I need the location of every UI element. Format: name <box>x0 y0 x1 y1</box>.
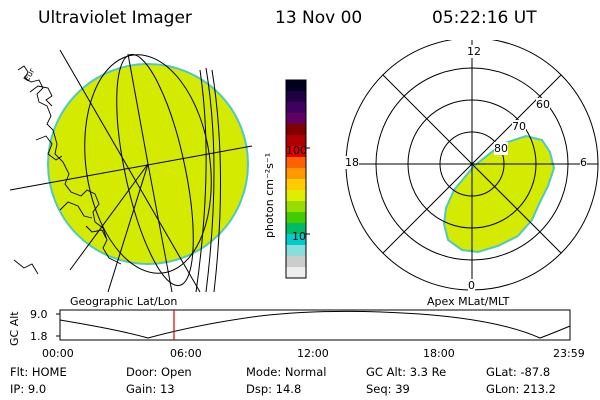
colorbar-step <box>286 223 306 235</box>
caption-apex: Apex MLat/MLT <box>427 295 510 308</box>
colorbar-step <box>286 80 306 92</box>
colorbar-step <box>286 91 306 103</box>
colorbar-step <box>286 267 306 279</box>
info-glat: GLat: -87.8 <box>486 365 551 379</box>
colorbar-gradient <box>286 80 306 279</box>
mlt-label-18: 18 <box>345 156 359 169</box>
coastline <box>13 65 122 275</box>
date-label: 13 Nov 00 <box>275 8 363 28</box>
coast-label: Eur <box>22 66 37 83</box>
altitude-curve <box>59 310 571 339</box>
colorbar-step <box>286 102 306 114</box>
lat-label-80: 80 <box>494 142 508 155</box>
polar-plot <box>345 40 599 291</box>
info-gain: Gain: 13 <box>126 382 175 396</box>
alt-xtick-2359: 23:59 <box>553 347 585 360</box>
alt-ytick-9: 9.0 <box>30 308 48 321</box>
altitude-plot <box>56 309 571 341</box>
colorbar-step <box>286 179 306 191</box>
colorbar-step <box>286 245 306 257</box>
info-seq: Seq: 39 <box>366 382 410 396</box>
caption-geographic: Geographic Lat/Lon <box>70 295 178 308</box>
geographic-grid <box>9 49 253 293</box>
colorbar-step <box>286 168 306 180</box>
alt-ylabel: GC Alt <box>8 311 21 346</box>
time-label: 05:22:16 UT <box>432 8 537 28</box>
mlt-label-0: 0 <box>468 279 475 292</box>
geographic-image: Eur <box>9 49 253 293</box>
colorbar-step <box>286 124 306 136</box>
colorbar-step <box>286 135 306 147</box>
colorbar-step <box>286 190 306 202</box>
mlt-label-6: 6 <box>580 156 587 169</box>
colorbar-step <box>286 256 306 268</box>
polar-grid <box>345 40 599 291</box>
instrument-title: Ultraviolet Imager <box>38 8 192 28</box>
colorbar <box>285 79 310 279</box>
alt-xtick-1200: 12:00 <box>297 347 329 360</box>
info-glon: GLon: 213.2 <box>486 382 556 396</box>
info-ip: IP: 9.0 <box>10 382 47 396</box>
colorbar-step <box>286 201 306 213</box>
colorbar-tick-100: 100 <box>286 144 307 157</box>
info-flt: Flt: HOME <box>10 365 67 379</box>
info-dsp: Dsp: 14.8 <box>246 382 302 396</box>
colorbar-unit-label: photon cm⁻²s⁻¹ <box>263 152 276 238</box>
info-door: Door: Open <box>126 365 192 379</box>
alt-xtick-0600: 06:00 <box>170 347 202 360</box>
colorbar-step <box>286 146 306 158</box>
altitude-frame <box>59 309 571 341</box>
info-mode: Mode: Normal <box>246 365 327 379</box>
alt-xtick-0000: 00:00 <box>42 347 74 360</box>
info-gcalt: GC Alt: 3.3 Re <box>366 365 447 379</box>
colorbar-step <box>286 157 306 169</box>
colorbar-step <box>286 113 306 125</box>
colorbar-step <box>286 212 306 224</box>
alt-ytick-1.8: 1.8 <box>30 330 48 343</box>
alt-xtick-1800: 18:00 <box>423 347 455 360</box>
lat-label-60: 60 <box>536 98 550 111</box>
mlt-label-12: 12 <box>467 45 481 58</box>
colorbar-step <box>286 234 306 246</box>
lat-label-70: 70 <box>512 120 526 133</box>
colorbar-tick-10: 10 <box>292 230 306 243</box>
